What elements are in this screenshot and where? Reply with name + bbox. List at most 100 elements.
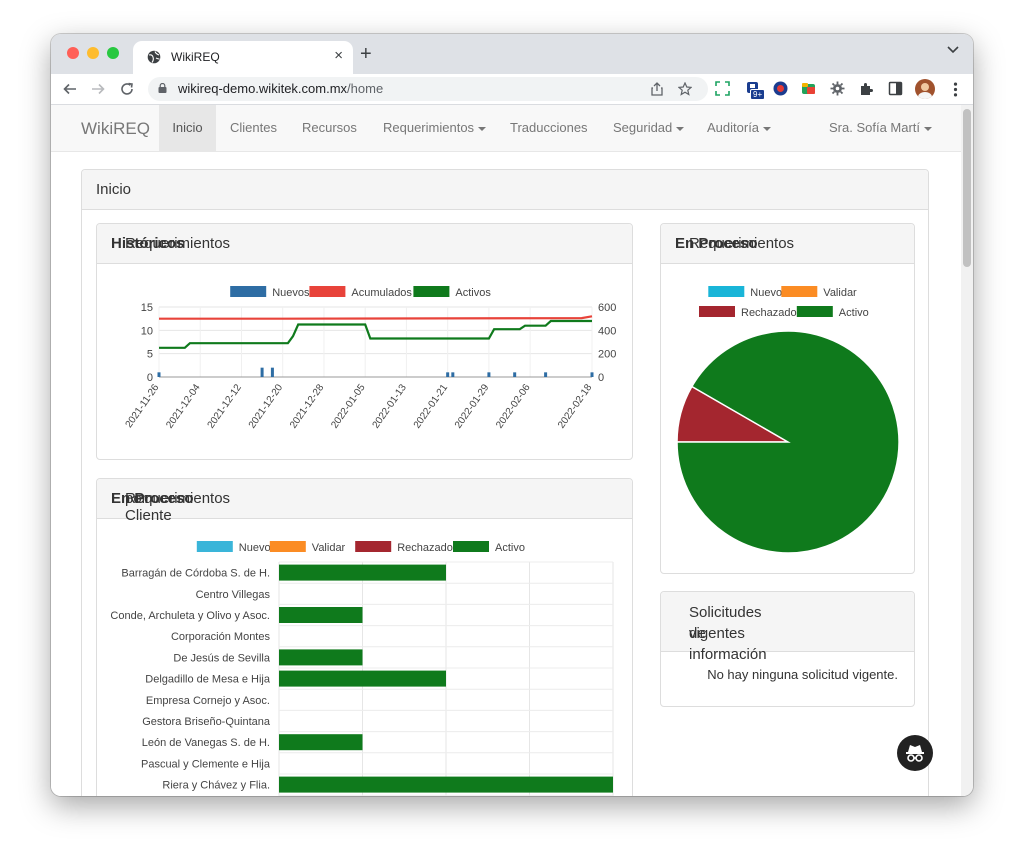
minimize-window-button[interactable] <box>87 47 99 59</box>
url-text: wikireq-demo.wikitek.com.mx/home <box>178 81 384 96</box>
screenshot-extension-icon[interactable] <box>715 81 730 96</box>
maximize-window-button[interactable] <box>107 47 119 59</box>
caret-down-icon <box>478 126 487 131</box>
activos-line <box>159 319 592 349</box>
legend-swatch <box>196 541 233 552</box>
solicitudes-panel: Solicitudes de información vigentes No ha… <box>660 591 915 707</box>
legend-swatch <box>781 286 818 297</box>
en-proceso-header: Requerimientos En Proceso: <box>661 224 914 264</box>
caret-down-icon <box>676 126 685 131</box>
x-tick-label: 2022-02-06 <box>494 382 533 431</box>
new-tab-icon[interactable]: + <box>360 43 372 65</box>
nuevos-bar <box>270 367 274 377</box>
legend-label: Nuevo <box>239 542 271 554</box>
legend-swatch <box>230 286 267 297</box>
nav-user-menu[interactable]: Sra. Sofía Martí <box>829 105 933 151</box>
historicos-title: Requerimientos <box>125 235 231 252</box>
x-tick-label: 2021-12-20 <box>247 382 286 431</box>
close-window-button[interactable] <box>67 47 79 59</box>
client-bar-activo <box>279 670 446 687</box>
legend-swatch <box>355 541 392 552</box>
client-label: León de Vanegas S. de H. <box>142 737 270 749</box>
y-left-tick-label: 0 <box>147 372 153 384</box>
share-icon[interactable] <box>651 82 663 96</box>
forward-icon[interactable] <box>91 82 105 96</box>
browser-menu-icon[interactable] <box>948 82 963 97</box>
solicitudes-empty-text: No hay ninguna solicitud vigente. <box>707 667 898 682</box>
page-scrollbar[interactable] <box>961 105 973 796</box>
tab-search-chevron-icon[interactable] <box>947 46 959 54</box>
badge-extension-icon[interactable]: 9+ <box>746 81 766 100</box>
historicos-header: Requerimientos Históricos <box>97 224 632 264</box>
address-bar[interactable]: wikireq-demo.wikitek.com.mx/home <box>148 77 708 101</box>
acumulados-line <box>159 315 593 320</box>
nav-recursos[interactable]: Recursos <box>302 120 357 135</box>
client-label: Empresa Cornejo y Asoc. <box>146 695 270 707</box>
reload-icon[interactable] <box>120 82 134 96</box>
legend-label: Validar <box>312 542 346 554</box>
legend-swatch <box>413 286 450 297</box>
nav-inicio[interactable]: Inicio <box>159 105 216 151</box>
profile-avatar[interactable] <box>915 79 935 99</box>
bookmark-star-icon[interactable] <box>678 82 692 96</box>
nav-requerimientos[interactable]: Requerimientos <box>383 105 487 151</box>
extension-badge: 9+ <box>750 89 766 100</box>
en-proceso-title-bold: En Proceso <box>675 235 758 252</box>
nav-traducciones[interactable]: Traducciones <box>510 120 588 135</box>
legend-label: Rechazado <box>741 307 797 319</box>
en-proceso-pie-chart: Nuevo Validar Rechazado Activo <box>676 286 900 554</box>
inicio-panel-header: Inicio <box>82 170 928 210</box>
y-right-tick-label: 400 <box>598 325 616 337</box>
caret-down-icon <box>924 126 933 131</box>
lock-icon[interactable] <box>158 83 167 93</box>
nuevos-bar <box>157 372 161 377</box>
nav-clientes[interactable]: Clientes <box>230 120 277 135</box>
client-label: Centro Villegas <box>196 589 271 601</box>
incognito-icon <box>906 745 924 762</box>
x-tick-label: 2022-01-13 <box>371 382 410 431</box>
x-tick-label: 2021-11-26 <box>124 382 162 430</box>
x-tick-label: 2021-12-04 <box>164 382 203 431</box>
client-bar-activo <box>279 734 363 751</box>
y-left-tick-label: 15 <box>141 302 153 314</box>
brand-logo[interactable]: WikiREQ <box>81 119 150 138</box>
client-label: Conde, Archuleta y Olivo y Asoc. <box>110 610 270 622</box>
round-extension-icon[interactable] <box>773 81 788 96</box>
side-panel-icon[interactable] <box>888 81 903 96</box>
page-viewport: WikiREQ Inicio Clientes Recursos Requeri… <box>51 105 961 796</box>
nuevos-bar <box>260 367 264 377</box>
browser-window: WikiREQ × + wikireq-demo.wikitek.com.mx/… <box>51 34 973 796</box>
nav-auditoria[interactable]: Auditoría <box>707 105 772 151</box>
por-cliente-title-a: Requerimientos <box>125 490 231 507</box>
client-label: De Jesús de Sevilla <box>173 652 270 664</box>
nuevos-bar <box>487 372 491 377</box>
por-cliente-title-c: por Cliente <box>125 490 172 524</box>
help-fab-button[interactable] <box>897 735 933 771</box>
puzzle-extensions-icon[interactable] <box>859 81 874 96</box>
browser-tab[interactable]: WikiREQ × <box>133 41 353 74</box>
client-label: Pascual y Clemente e Hija <box>141 758 271 770</box>
gear-extension-icon[interactable] <box>830 81 845 96</box>
scrollbar-thumb[interactable] <box>963 109 971 267</box>
y-left-tick-label: 5 <box>147 349 153 361</box>
historicos-title-bold: Históricos <box>111 235 185 252</box>
close-tab-icon[interactable]: × <box>334 47 343 64</box>
client-label: Corporación Montes <box>171 631 271 643</box>
nav-seguridad[interactable]: Seguridad <box>613 105 685 151</box>
tab-title: WikiREQ <box>171 50 220 64</box>
por-cliente-chart: Nuevo Validar Rechazado Activo Barragán de C… <box>110 541 614 796</box>
toolbar: wikireq-demo.wikitek.com.mx/home 9+ <box>51 74 973 105</box>
solicitudes-title-line2: vigentes <box>689 625 745 642</box>
folder-extension-icon[interactable] <box>801 81 816 96</box>
legend-swatch <box>309 286 346 297</box>
client-bar-activo <box>279 776 613 793</box>
historicos-chart: Nuevos Acumulados Activos 0 5 10 15 0 200 400 600 2… <box>124 286 616 431</box>
page-title: Inicio <box>96 181 132 198</box>
legend-label: Activo <box>495 542 525 554</box>
nuevos-bar <box>513 372 517 377</box>
por-cliente-header: Requerimientos En Proceso por Cliente <box>97 479 632 524</box>
back-icon[interactable] <box>63 82 77 96</box>
legend-label: Nuevo <box>750 287 782 299</box>
legend-label: Nuevos <box>272 287 310 299</box>
x-tick-label: 2021-12-28 <box>288 382 327 431</box>
